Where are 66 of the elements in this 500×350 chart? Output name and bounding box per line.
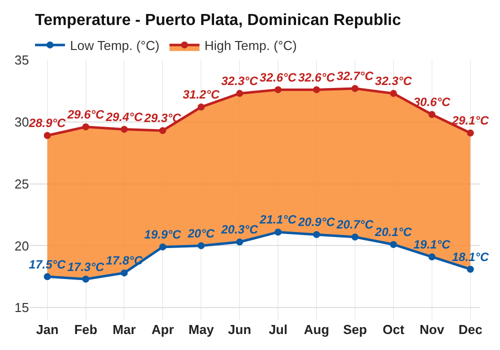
point xyxy=(466,130,474,137)
point xyxy=(313,86,320,94)
data-label: 32.3°C xyxy=(375,74,412,88)
y-tick-label: 25 xyxy=(14,176,29,192)
data-label: 20.1°C xyxy=(374,225,412,240)
x-tick-label: Sep xyxy=(343,322,367,337)
point xyxy=(159,243,166,250)
data-label: 20.7°C xyxy=(336,218,374,232)
point xyxy=(466,266,474,273)
point xyxy=(198,104,205,111)
point xyxy=(82,276,90,283)
point xyxy=(274,86,282,94)
data-label: 21.1°C xyxy=(258,212,297,227)
point xyxy=(159,127,166,134)
data-label: 17.5°C xyxy=(28,257,66,272)
point xyxy=(120,126,128,133)
point xyxy=(198,242,205,250)
x-tick-label: Nov xyxy=(420,322,445,337)
x-tick-label: Mar xyxy=(112,322,136,337)
point xyxy=(44,132,51,140)
point xyxy=(274,228,282,236)
data-label: 20.3°C xyxy=(220,222,258,237)
data-label: 20.9°C xyxy=(297,215,336,230)
data-label: 30.6°C xyxy=(414,95,451,110)
data-label: 32.3°C xyxy=(221,74,258,88)
x-tick-label: Jul xyxy=(268,322,288,337)
y-tick-label: 15 xyxy=(14,300,29,316)
x-tick-label: Jan xyxy=(36,322,59,337)
point xyxy=(390,240,397,248)
point xyxy=(428,110,436,118)
point xyxy=(352,84,358,92)
x-tick-label: Oct xyxy=(382,322,405,337)
data-label: 20°C xyxy=(186,226,215,240)
point xyxy=(428,253,436,260)
data-label: 18.1°C xyxy=(452,250,490,264)
point xyxy=(313,231,320,238)
x-tick-label: Aug xyxy=(304,322,330,337)
point xyxy=(120,269,128,276)
data-label: 29.4°C xyxy=(104,110,143,124)
chart-title: Temperature - Puerto Plata, Dominican Republic xyxy=(35,12,402,30)
y-tick-label: 35 xyxy=(14,52,29,68)
data-label: 32.6°C xyxy=(298,70,336,84)
legend-label: Low Temp. (°C) xyxy=(70,38,160,54)
point xyxy=(236,238,244,246)
x-tick-label: Apr xyxy=(151,322,174,337)
y-tick-label: 30 xyxy=(14,114,29,130)
x-tick-label: May xyxy=(188,322,215,337)
y-tick-label: 20 xyxy=(14,238,29,254)
data-label: 28.9°C xyxy=(28,116,66,130)
data-label: 32.6°C xyxy=(260,70,297,84)
point xyxy=(352,234,358,241)
data-label: 19.9°C xyxy=(144,228,182,242)
x-tick-label: Jun xyxy=(228,322,252,337)
point xyxy=(44,273,51,280)
data-label: 17.3°C xyxy=(67,260,105,274)
data-label: 31.2°C xyxy=(182,88,220,102)
data-label: 29.6°C xyxy=(66,107,105,122)
legend-label: High Temp. (°C) xyxy=(204,38,297,54)
data-label: 29.1°C xyxy=(450,114,490,128)
x-tick-label: Feb xyxy=(74,322,98,337)
x-tick-label: Dec xyxy=(458,322,482,337)
point xyxy=(390,90,397,97)
point xyxy=(82,123,90,130)
data-label: 19.1°C xyxy=(414,237,451,252)
data-label: 32.7°C xyxy=(336,69,374,84)
point xyxy=(236,90,244,97)
